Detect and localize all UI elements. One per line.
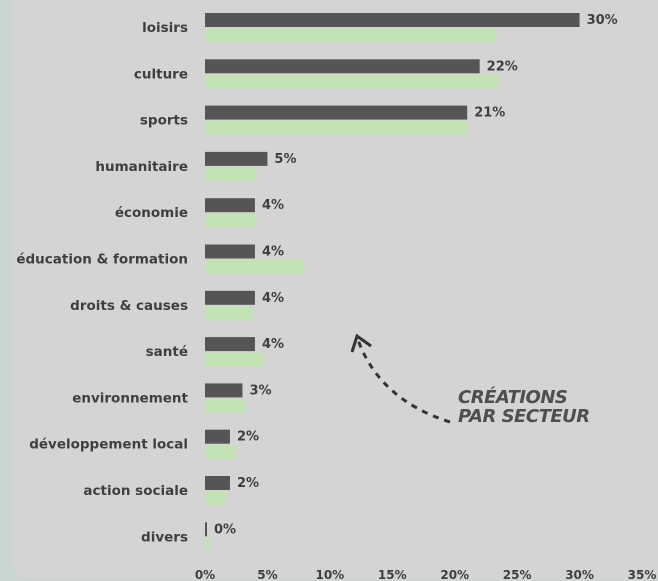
value-label-7: 4% xyxy=(262,337,284,352)
x-tick-label-3: 15% xyxy=(378,568,407,581)
value-label-9: 2% xyxy=(237,430,259,445)
category-label-5: éducation & formation xyxy=(16,252,188,268)
bar-dark-7 xyxy=(205,337,255,352)
annotation-line-2: PAR SECTEUR xyxy=(458,406,590,427)
value-label-0: 30% xyxy=(587,13,618,28)
value-label-2: 21% xyxy=(474,106,505,121)
value-label-1: 22% xyxy=(487,59,518,74)
value-label-10: 2% xyxy=(237,476,259,491)
value-label-6: 4% xyxy=(262,291,284,306)
x-tick-label-4: 20% xyxy=(440,568,469,581)
annotation-text: CRÉATIONS PAR SECTEUR xyxy=(458,388,590,426)
bar-light-1 xyxy=(205,75,499,90)
x-tick-label-6: 30% xyxy=(565,568,594,581)
bar-dark-3 xyxy=(205,151,268,166)
bar-light-3 xyxy=(205,167,255,182)
bar-light-8 xyxy=(205,399,247,414)
value-label-3: 5% xyxy=(274,152,296,167)
bar-dark-0 xyxy=(205,13,580,27)
value-label-5: 4% xyxy=(262,245,284,260)
value-label-8: 3% xyxy=(249,383,271,398)
bar-light-9 xyxy=(205,445,237,460)
category-label-3: humanitaire xyxy=(95,159,188,175)
category-label-0: loisirs xyxy=(142,20,188,36)
category-label-4: économie xyxy=(115,205,188,221)
category-label-1: culture xyxy=(134,66,188,82)
bar-light-4 xyxy=(205,214,255,229)
x-tick-label-5: 25% xyxy=(503,568,532,581)
bar-dark-8 xyxy=(205,383,243,398)
bar-dark-5 xyxy=(205,244,255,259)
bar-dark-9 xyxy=(205,429,230,444)
category-label-2: sports xyxy=(140,113,188,129)
annotation-line-1: CRÉATIONS xyxy=(458,387,568,408)
category-label-7: santé xyxy=(146,344,188,360)
x-tick-label-1: 5% xyxy=(257,568,277,581)
bar-light-6 xyxy=(205,306,253,321)
bar-light-11 xyxy=(205,538,210,553)
annotation-arrow xyxy=(356,339,451,424)
bar-dark-10 xyxy=(205,476,230,490)
bar-light-0 xyxy=(205,29,496,43)
bar-light-10 xyxy=(205,492,227,506)
bar-dark-2 xyxy=(205,105,468,120)
bar-light-5 xyxy=(205,260,304,275)
category-label-9: développement local xyxy=(29,437,188,453)
value-label-4: 4% xyxy=(262,198,284,213)
bar-light-2 xyxy=(205,121,468,136)
x-tick-label-2: 10% xyxy=(315,568,344,581)
category-label-8: environnement xyxy=(72,390,188,406)
bar-light-7 xyxy=(205,353,264,368)
annotation-arrowhead xyxy=(350,333,372,353)
x-tick-label-7: 35% xyxy=(628,568,657,581)
x-tick-label-0: 0% xyxy=(195,568,215,581)
bar-dark-1 xyxy=(205,59,480,74)
category-label-10: action sociale xyxy=(83,483,188,499)
bar-dark-11 xyxy=(205,522,207,537)
bar-dark-4 xyxy=(205,198,255,213)
chart-panel xyxy=(12,0,658,580)
bar-dark-6 xyxy=(205,290,255,305)
category-label-6: droits & causes xyxy=(70,298,188,314)
category-label-11: divers xyxy=(141,529,188,545)
value-label-11: 0% xyxy=(214,522,236,537)
